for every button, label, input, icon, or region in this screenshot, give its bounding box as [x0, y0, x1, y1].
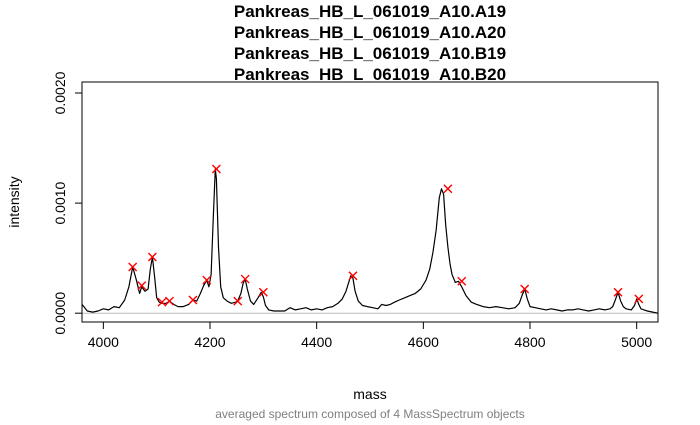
y-axis-label: intensity [6, 176, 22, 227]
x-tick-label: 4800 [514, 334, 545, 350]
peak-marker [147, 252, 157, 262]
plot-frame [81, 81, 659, 323]
title-line-3: Pankreas_HB_L_061019_A10.B19 [234, 44, 506, 63]
peak-marker [613, 287, 623, 297]
chart-subtitle: averaged spectrum composed of 4 MassSpec… [215, 407, 524, 421]
peak-marker [443, 184, 453, 194]
peak-marker [520, 284, 530, 294]
peak-marker [188, 295, 198, 305]
peak-marker [164, 296, 174, 306]
chart-title: Pankreas_HB_L_061019_A10.A19 Pankreas_HB… [234, 2, 506, 84]
title-line-4: Pankreas_HB_L_061019_A10.B20 [234, 65, 506, 84]
x-tick-label: 4600 [408, 334, 439, 350]
peak-marker [157, 297, 167, 307]
peak-marker [258, 287, 268, 297]
peak-marker [634, 294, 644, 304]
x-axis-label: mass [353, 386, 386, 402]
peak-marker [348, 271, 358, 281]
peak-marker [137, 281, 147, 291]
y-axis: 0.0000 0.0010 0.0020 [52, 71, 82, 335]
y-tick-label: 0.0000 [52, 292, 68, 335]
title-line-2: Pankreas_HB_L_061019_A10.A20 [234, 23, 506, 42]
y-tick-label: 0.0020 [52, 71, 68, 114]
peak-marker [211, 164, 221, 174]
y-tick-label: 0.0010 [52, 181, 68, 224]
x-tick-label: 4000 [88, 334, 119, 350]
peak-markers [128, 164, 644, 307]
peak-marker [128, 262, 138, 272]
x-axis: 4000 4200 4400 4600 4800 5000 [88, 322, 652, 350]
peak-marker [202, 275, 212, 285]
x-tick-label: 5000 [621, 334, 652, 350]
peak-marker [240, 274, 250, 284]
x-tick-label: 4200 [194, 334, 225, 350]
spectrum-line [81, 168, 659, 314]
peak-marker [457, 276, 467, 286]
title-line-1: Pankreas_HB_L_061019_A10.A19 [234, 2, 506, 21]
x-tick-label: 4400 [301, 334, 332, 350]
peak-marker [233, 296, 243, 306]
